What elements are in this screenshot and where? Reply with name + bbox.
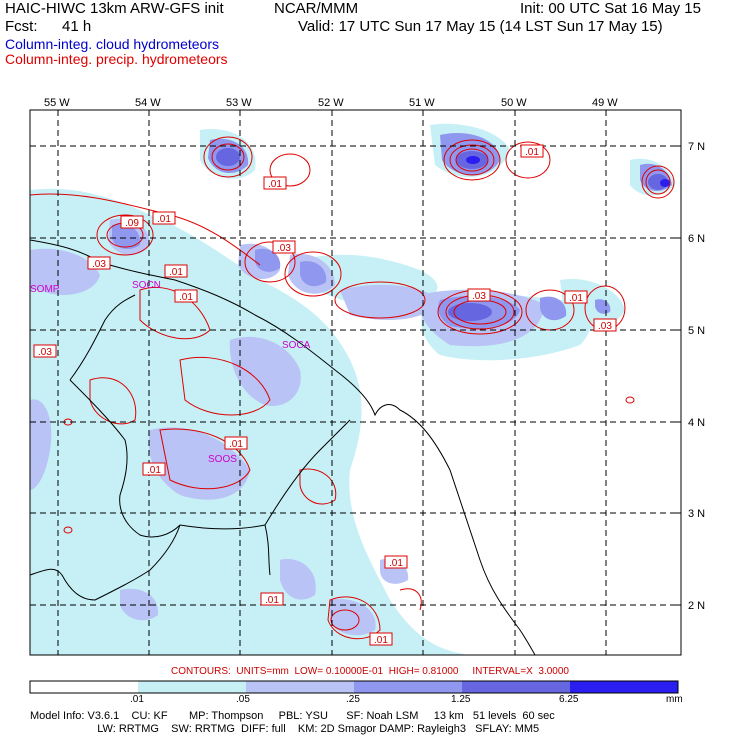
cloud-shading-peak [466, 156, 670, 187]
colorbar-swatch [570, 681, 678, 693]
contours-info: CONTOURS: UNITS=mm LOW= 0.10000E-01 HIGH… [0, 666, 740, 677]
contour-label: .03 [92, 259, 106, 270]
contour-label: .03 [38, 347, 52, 358]
fcst-value: 41 h [62, 18, 92, 35]
colorbar [29, 680, 679, 694]
contours-high: HIGH= 0.81000 [388, 666, 459, 677]
map-frame [29, 109, 682, 656]
frame-ticks [57, 110, 681, 606]
contours-interval: INTERVAL=X 3.0000 [472, 666, 569, 677]
coastlines [30, 239, 536, 655]
contour-label: .09 [125, 218, 139, 229]
lon-label: 49 W [592, 97, 618, 109]
colorbar-swatch [138, 681, 246, 693]
title: HAIC-HIWC 13km ARW-GFS init [5, 0, 224, 17]
contour-label: .01 [229, 439, 243, 450]
station-soos: SOOS [208, 454, 237, 465]
model-info-line1: Model Info: V3.6.1 CU: KF MP: Thompson P… [30, 710, 555, 722]
lon-label: 50 W [501, 97, 527, 109]
station-socn: SOCN [132, 280, 161, 291]
contour-label: .01 [268, 179, 282, 190]
contour-label: .01 [374, 635, 388, 646]
colorbar-tick: .05 [236, 694, 250, 705]
lat-label: 5 N [688, 325, 705, 337]
contours-low: LOW= 0.10000E-01 [294, 666, 384, 677]
colorbar-swatch [354, 681, 462, 693]
station-labels: SOMP SOCN SOCA SOOS [30, 280, 311, 465]
contour-label: .01 [147, 465, 161, 476]
contour-label: .01 [525, 147, 539, 158]
colorbar-swatch [462, 681, 570, 693]
legend-cloud: Column-integ. cloud hydrometeors [5, 36, 219, 52]
graticule [30, 110, 681, 655]
contour-label: .03 [472, 291, 486, 302]
lon-label: 54 W [135, 97, 161, 109]
center-label: NCAR/MMM [274, 0, 359, 17]
contour-label: .01 [169, 267, 183, 278]
latitude-labels: 7 N 6 N 5 N 4 N 3 N 2 N [688, 141, 705, 612]
lon-label: 53 W [226, 97, 252, 109]
lat-label: 2 N [688, 600, 705, 612]
valid-time: Valid: 17 UTC Sun 17 May 15 (14 LST Sun … [298, 18, 663, 35]
contour-label: .01 [179, 292, 193, 303]
colorbar-swatch [30, 681, 138, 693]
contour-label: .01 [157, 214, 171, 225]
contour-label: .01 [265, 595, 279, 606]
colorbar-unit: mm [666, 694, 683, 705]
station-soca: SOCA [282, 340, 311, 351]
longitude-labels: 55 W 54 W 53 W 52 W 51 W 50 W 49 W [44, 97, 618, 109]
colorbar-tick: 1.25 [451, 694, 471, 705]
station-somp: SOMP [30, 284, 60, 295]
legend-precip: Column-integ. precip. hydrometeors [5, 51, 228, 67]
contour-labels: .01 .09 .01 .03 .03 .01 .01 .03 .03 .01 … [33, 144, 617, 646]
lon-label: 51 W [409, 97, 435, 109]
colorbar-tick: 6.25 [559, 694, 579, 705]
contour-label: .03 [598, 321, 612, 332]
lat-label: 7 N [688, 141, 705, 153]
lat-label: 6 N [688, 233, 705, 245]
contour-label: .03 [277, 243, 291, 254]
colorbar-tick: .01 [130, 694, 144, 705]
contours-units: UNITS=mm [236, 666, 289, 677]
lat-label: 4 N [688, 417, 705, 429]
contour-label: .01 [569, 293, 583, 304]
lat-label: 3 N [688, 508, 705, 520]
model-info-line2: LW: RRTMG SW: RRTMG DIFF: full KM: 2D Sm… [30, 723, 540, 735]
init-time: Init: 00 UTC Sat 16 May 15 [520, 0, 701, 17]
contours-label: CONTOURS: [171, 666, 231, 677]
contour-label: .01 [389, 558, 403, 569]
colorbar-swatch [246, 681, 354, 693]
map-area: SOMP SOCN SOCA SOOS .01 .09 .01 .03 .03 … [30, 110, 681, 655]
colorbar-tick: .25 [346, 694, 360, 705]
fcst-label: Fcst: [5, 18, 38, 35]
lon-label: 52 W [318, 97, 344, 109]
lon-label: 55 W [44, 97, 70, 109]
